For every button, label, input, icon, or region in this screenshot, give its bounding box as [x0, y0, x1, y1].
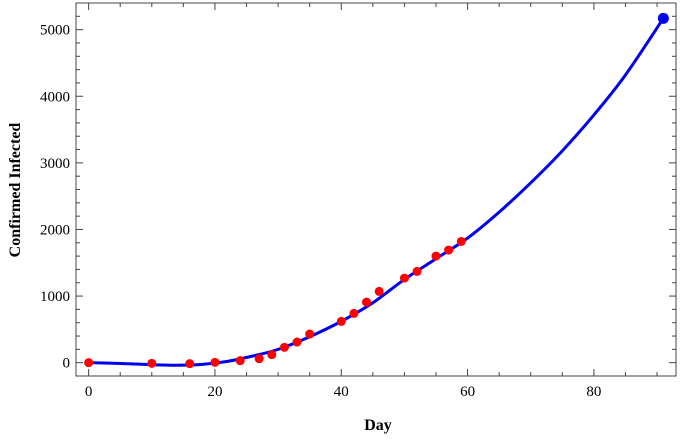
x-axis-title: Day — [364, 417, 392, 434]
data-point — [279, 342, 289, 352]
data-points — [84, 12, 669, 369]
data-point — [147, 358, 157, 368]
tick-labels: 0 20 40 60 80 0 1000 2000 3000 4000 5000 — [40, 23, 601, 400]
y-tick-label: 3000 — [40, 156, 70, 172]
data-point — [305, 329, 315, 339]
data-point — [444, 245, 454, 255]
data-point — [431, 251, 441, 261]
x-tick-label: 20 — [207, 384, 222, 400]
data-point — [456, 236, 466, 246]
y-tick-label: 4000 — [40, 89, 70, 105]
x-tick-label: 40 — [334, 384, 349, 400]
data-point — [84, 358, 94, 368]
plot-frame — [75, 2, 677, 377]
y-tick-label: 2000 — [40, 222, 70, 238]
data-point — [210, 357, 220, 367]
data-point — [254, 354, 264, 364]
data-point — [374, 286, 384, 296]
data-point — [235, 356, 245, 366]
data-point — [412, 266, 422, 276]
data-point — [292, 337, 302, 347]
data-point — [349, 308, 359, 318]
y-tick-label: 1000 — [40, 289, 70, 305]
data-point — [336, 316, 346, 326]
y-tick-label: 5000 — [40, 23, 70, 39]
endpoint-marker — [657, 12, 669, 24]
fit-curve-line — [87, 16, 665, 367]
data-point — [185, 359, 195, 369]
data-point — [362, 297, 372, 307]
data-point — [399, 273, 409, 283]
y-axis-title: Confirmed Infected — [7, 123, 24, 258]
y-tick-label: 0 — [63, 356, 71, 372]
x-tick-label: 60 — [460, 384, 475, 400]
ticks — [76, 2, 676, 376]
x-tick-label: 0 — [85, 384, 93, 400]
x-tick-label: 80 — [586, 384, 601, 400]
data-point — [267, 350, 277, 360]
